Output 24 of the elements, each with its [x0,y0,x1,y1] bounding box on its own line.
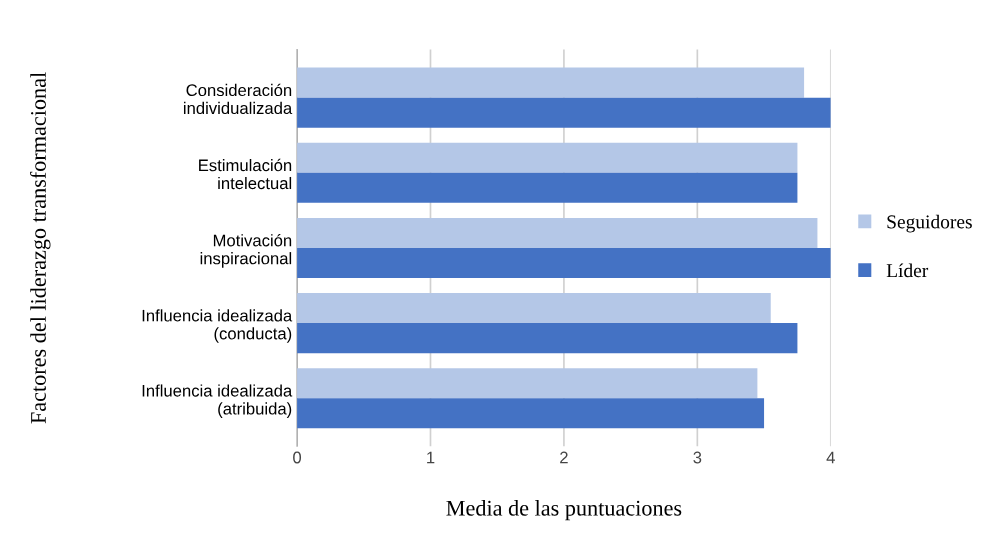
legend-label: Líder [886,263,929,278]
x-tick-label: 0 [293,451,302,464]
bar [297,142,798,173]
y-axis-title: Factores del liderazgo transformacional [30,72,51,424]
x-tick-label: 2 [560,451,568,464]
bar [297,368,758,399]
y-tick-label: Motivación inspiracional [200,233,292,268]
bar [297,67,805,98]
x-tick-label: 1 [427,451,435,464]
legend-label: Seguidores [887,214,972,233]
bar [297,217,818,248]
y-tick-label: Influencia idealizada (conducta) [142,309,293,343]
y-tick-label: Estimulación intelectual [199,158,292,190]
bar [297,172,798,203]
x-tick-label: 3 [693,451,702,464]
bar [297,247,831,278]
y-tick-label: Influencia idealizada (atribuida) [142,384,293,418]
bar [297,97,831,128]
x-axis-title: Media de las puntuaciones [446,500,682,521]
x-tick-label: 4 [826,451,835,464]
bar [297,398,765,429]
bar [297,293,771,324]
bar [297,323,798,354]
y-tick-label: Consideración individualizada [183,83,293,115]
